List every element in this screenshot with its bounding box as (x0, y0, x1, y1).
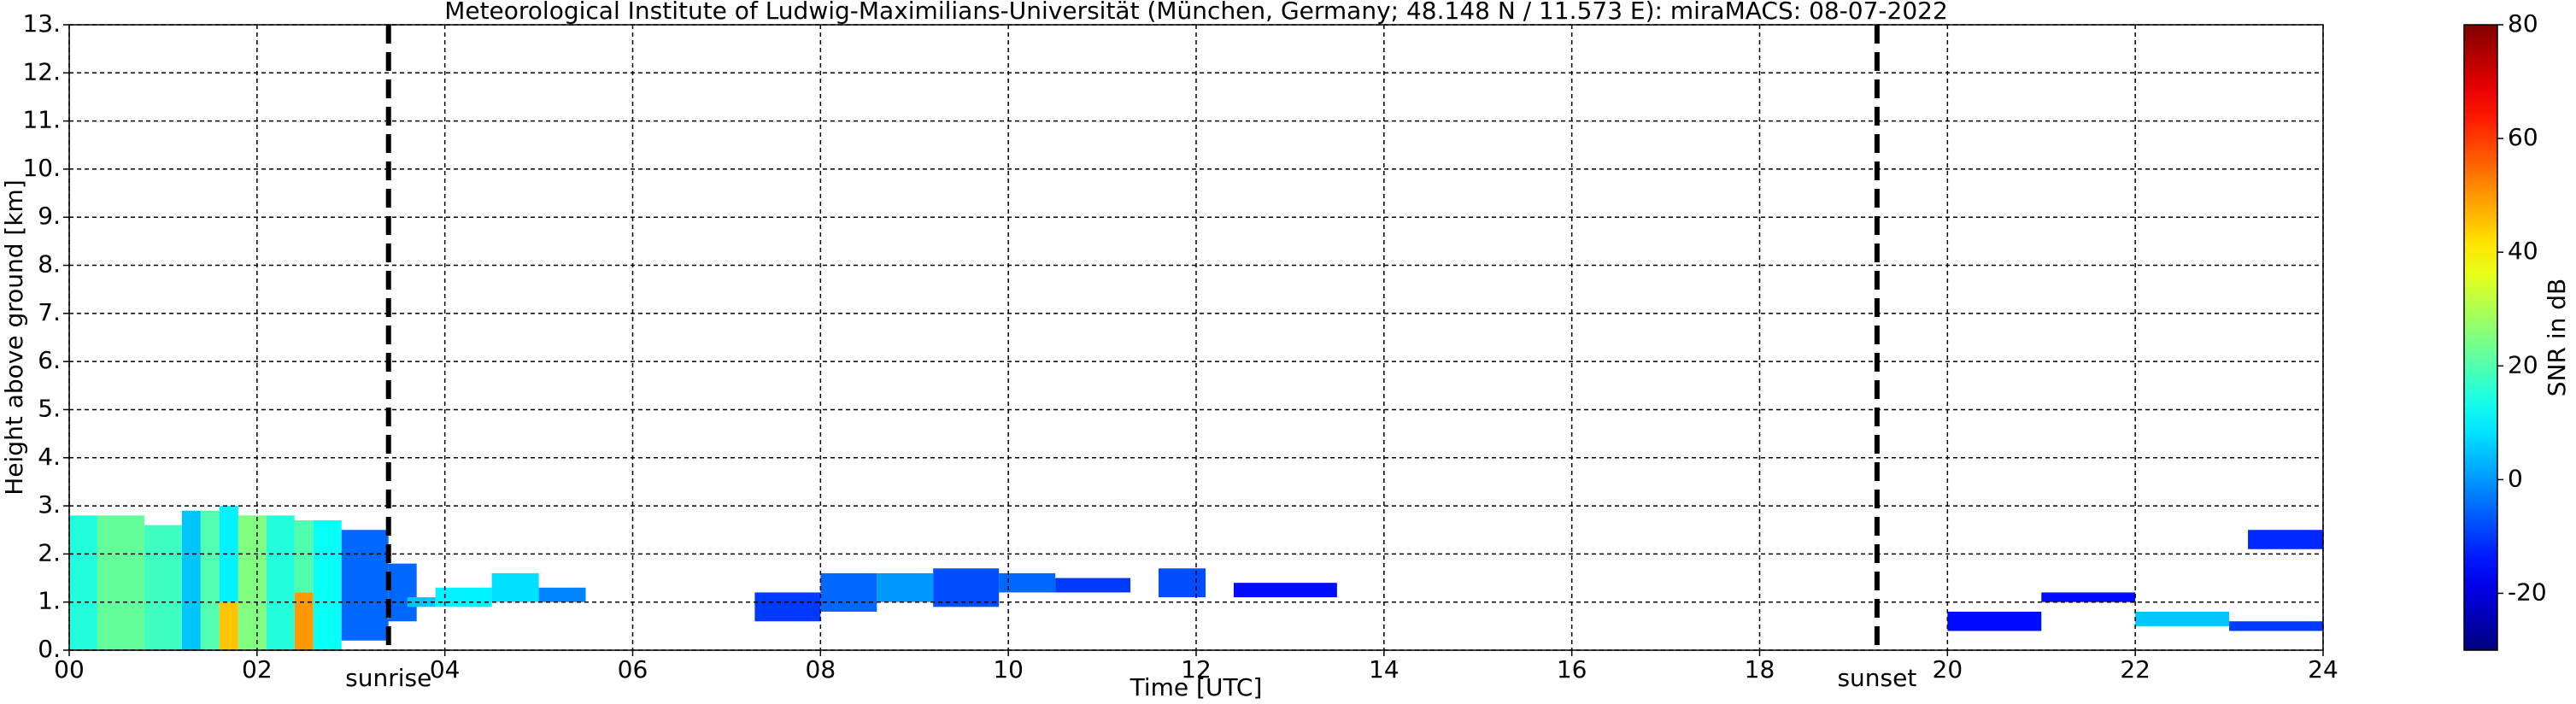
colorbar-tick-label: 0 (2508, 464, 2523, 492)
x-tick-label: 08 (806, 655, 836, 683)
echo (238, 515, 267, 650)
echo (341, 530, 389, 641)
y-tick-label: 5. (38, 394, 61, 422)
colorbar-tick-label: 20 (2508, 350, 2538, 378)
x-tick-label: 18 (1745, 655, 1775, 683)
echo (144, 525, 182, 650)
x-tick-label: 06 (618, 655, 648, 683)
echo (407, 597, 436, 607)
x-tick-label: 20 (1933, 655, 1963, 683)
echo (2248, 530, 2323, 549)
echo (97, 515, 144, 650)
y-tick-label: 12. (22, 57, 61, 85)
echo (1159, 568, 1206, 598)
y-tick-label: 4. (38, 443, 61, 471)
y-tick-label: 6. (38, 346, 61, 374)
y-tick-label: 10. (22, 154, 61, 182)
echo (1947, 611, 2042, 631)
x-tick-label: 14 (1369, 655, 1399, 683)
x-tick-label: 16 (1557, 655, 1587, 683)
echo (69, 515, 97, 650)
echo (294, 519, 314, 593)
echo (2041, 592, 2136, 602)
x-axis-label: Time [UTC] (1130, 673, 1263, 701)
echo (2229, 621, 2323, 631)
x-tick-label: 12 (1181, 655, 1212, 683)
y-tick-label: 13. (22, 9, 61, 38)
echo (820, 572, 877, 612)
echo (491, 572, 539, 602)
chart-title: Meteorological Institute of Ludwig-Maxim… (444, 0, 1948, 25)
echo (388, 563, 417, 622)
colorbar-tick-label: 60 (2508, 123, 2538, 151)
y-tick-label: 7. (38, 298, 61, 326)
echo (2135, 611, 2230, 626)
echo (877, 572, 934, 602)
x-tick-label: 00 (54, 655, 85, 683)
x-tick-label: 04 (430, 655, 461, 683)
colorbar-tick-label: 80 (2508, 9, 2538, 38)
colorbar-tick-label: -20 (2508, 578, 2547, 606)
echo (181, 510, 201, 650)
echo (538, 587, 586, 602)
echo (1233, 583, 1337, 598)
echo (313, 519, 342, 650)
y-tick-label: 0. (38, 635, 61, 663)
event-label: sunset (1837, 664, 1916, 692)
echo (294, 592, 314, 650)
y-tick-label: 11. (22, 106, 61, 134)
colorbar (2463, 24, 2498, 651)
y-axis-label: Height above ground [km] (0, 179, 28, 496)
colorbar-label: SNR in dB (2543, 279, 2571, 396)
echo (219, 506, 238, 602)
y-tick-label: 8. (38, 250, 61, 279)
x-tick-label: 02 (242, 655, 273, 683)
colorbar-tick-label: 40 (2508, 237, 2538, 265)
echo (1055, 578, 1131, 593)
y-tick-label: 3. (38, 490, 61, 519)
y-tick-label: 2. (38, 538, 61, 566)
echo (435, 587, 492, 607)
event-label: sunrise (345, 664, 431, 692)
x-tick-label: 22 (2120, 655, 2151, 683)
y-tick-label: 9. (38, 202, 61, 230)
echo (933, 568, 1000, 607)
x-tick-label: 10 (993, 655, 1024, 683)
x-tick-label: 24 (2308, 655, 2338, 683)
plot-frame (68, 24, 2324, 651)
echo (200, 510, 220, 650)
echo (999, 572, 1056, 593)
echo (754, 592, 821, 622)
y-tick-label: 1. (38, 587, 61, 615)
echo (219, 601, 238, 650)
echo (266, 515, 295, 650)
